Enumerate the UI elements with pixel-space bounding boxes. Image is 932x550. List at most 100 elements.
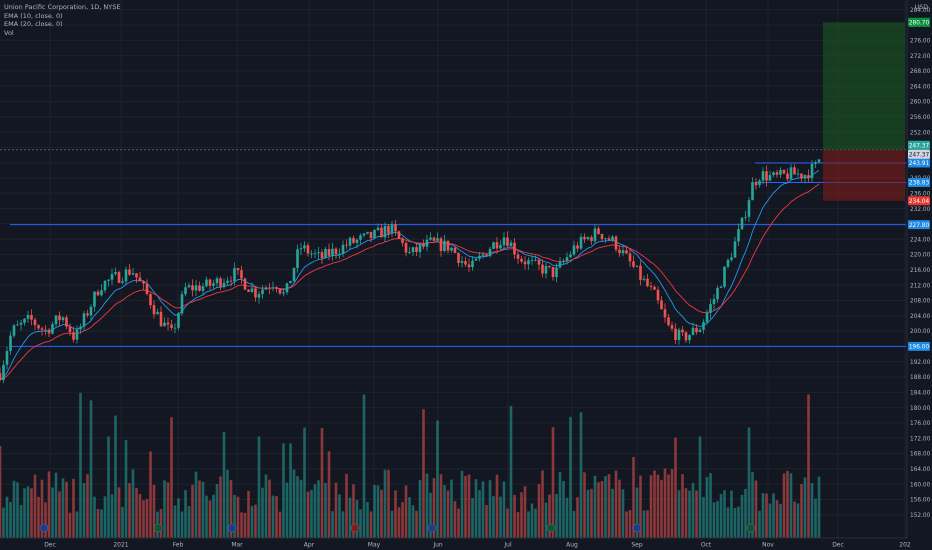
- candle-body: [632, 261, 635, 267]
- volume-bar: [261, 487, 264, 538]
- volume-bar: [282, 443, 285, 538]
- volume-bar: [320, 428, 324, 538]
- volume-bar: [240, 512, 243, 538]
- event-marker: [350, 523, 360, 533]
- volume-bar: [411, 505, 415, 538]
- volume-bar: [415, 510, 418, 538]
- volume-bar: [159, 509, 163, 538]
- candle-body: [684, 332, 688, 341]
- volume-bar: [593, 475, 597, 538]
- y-tick-label: 160.00: [910, 482, 931, 488]
- volume-bar: [677, 490, 681, 538]
- candle-body: [369, 231, 373, 239]
- candle-body: [285, 283, 289, 293]
- volume-bar: [268, 479, 271, 538]
- candle-body: [215, 278, 219, 284]
- volume-bar: [390, 510, 394, 538]
- volume-bar: [26, 486, 30, 538]
- volume-bar: [429, 492, 432, 538]
- candle-body: [334, 248, 338, 255]
- candle-body: [758, 180, 761, 186]
- candle-body: [51, 324, 54, 334]
- event-marker: [39, 523, 49, 533]
- candle-body: [562, 261, 565, 263]
- y-tick-label: 216.00: [910, 268, 931, 274]
- candle-body: [439, 238, 443, 251]
- candle-body: [432, 237, 436, 241]
- volume-bar: [233, 494, 236, 538]
- volume-bar: [705, 477, 709, 538]
- candles: [0, 159, 821, 384]
- candle-body: [635, 265, 639, 267]
- volume-bar: [443, 485, 446, 538]
- volume-bar: [586, 489, 590, 538]
- event-marker: [227, 523, 237, 533]
- volume-bar: [499, 496, 502, 538]
- volume-bar: [278, 511, 282, 538]
- volume-bar: [201, 481, 205, 538]
- candle-body: [135, 273, 138, 278]
- candle-body: [355, 239, 359, 243]
- volume-bar: [670, 469, 674, 538]
- candle-body: [44, 329, 47, 331]
- volume-bar: [726, 507, 730, 538]
- volume-bar: [628, 509, 632, 538]
- x-tick-label: Dec: [832, 542, 844, 549]
- volume-bar: [684, 488, 688, 538]
- candle-body: [793, 167, 796, 175]
- volume-bar: [639, 475, 642, 538]
- candle-body: [677, 329, 681, 340]
- candle-body: [537, 259, 541, 265]
- volume-bar: [719, 494, 723, 538]
- candle-body: [128, 269, 131, 275]
- x-tick-label: Oct: [701, 542, 712, 549]
- volume-bar: [565, 497, 569, 538]
- candle-body: [688, 334, 691, 341]
- volume-bar: [331, 511, 334, 538]
- candle-body: [772, 172, 775, 176]
- target-price-tag: [908, 17, 930, 27]
- event-marker: [746, 523, 756, 533]
- candle-body: [177, 313, 180, 328]
- candle-body: [457, 252, 460, 263]
- volume-bar: [33, 474, 37, 538]
- candle-body: [152, 305, 156, 315]
- candle-body: [628, 253, 632, 262]
- volume-bar: [23, 488, 26, 538]
- stop-price-tag-text: 234.04: [909, 199, 930, 205]
- candle-body: [110, 274, 114, 280]
- volume-bar: [646, 510, 649, 538]
- candle-body: [646, 278, 649, 287]
- event-marker: [427, 523, 437, 533]
- volume-bar: [765, 493, 768, 538]
- volume-bars: [0, 392, 821, 538]
- level-price-tag: [908, 341, 930, 351]
- candle-body: [149, 294, 152, 306]
- volume-bar: [317, 480, 320, 538]
- candle-body: [268, 287, 271, 289]
- candle-body: [299, 248, 303, 250]
- volume-bar: [404, 485, 408, 538]
- volume-bar: [614, 470, 618, 538]
- candle-body: [667, 317, 670, 326]
- volume-bar: [544, 502, 548, 538]
- candle-body: [114, 272, 117, 275]
- volume-bar: [292, 469, 296, 538]
- candle-body: [366, 231, 369, 234]
- candle-body: [747, 200, 751, 217]
- volume-bar: [520, 492, 523, 538]
- candle-body: [660, 300, 663, 310]
- volume-bar: [425, 473, 429, 538]
- candle-body: [100, 290, 103, 296]
- y-tick-label: 232.00: [910, 207, 931, 213]
- volume-bar: [488, 480, 492, 538]
- y-tick-label: 192.00: [910, 360, 931, 366]
- candle-body: [247, 289, 250, 292]
- candle-body: [58, 315, 61, 321]
- volume-bar: [303, 427, 306, 538]
- volume-bar: [502, 481, 506, 538]
- candle-body: [513, 242, 516, 255]
- candle-body: [12, 325, 16, 336]
- candle-body: [306, 245, 310, 254]
